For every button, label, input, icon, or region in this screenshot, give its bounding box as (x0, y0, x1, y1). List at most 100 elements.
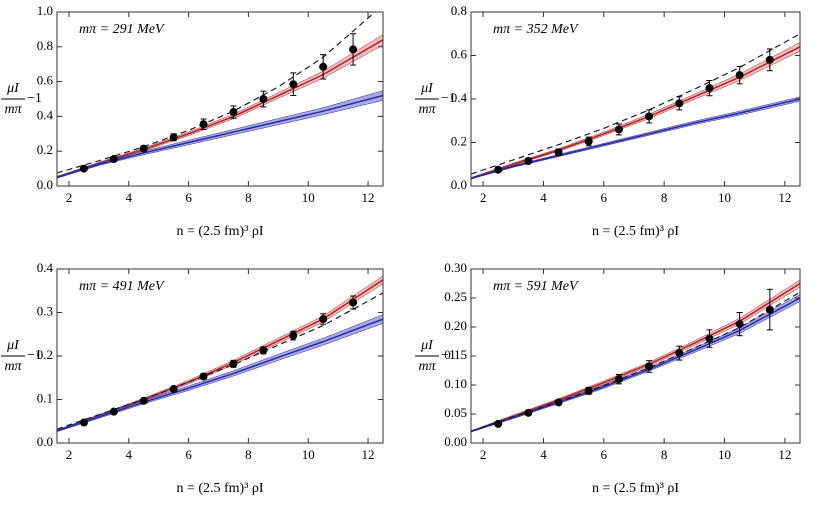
x-tick-label: 2 (66, 447, 73, 462)
x-tick-label: 4 (126, 447, 133, 462)
plot-area (57, 12, 383, 179)
x-tick-label: 4 (126, 190, 133, 205)
x-tick-label: 12 (362, 190, 375, 205)
y-tick-label: 0.4 (37, 260, 54, 275)
x-label: n = (2.5 fm)³ ρI (592, 224, 679, 239)
x-tick-label: 6 (601, 190, 608, 205)
error-band (471, 279, 800, 433)
y-tick-label: 0.10 (444, 376, 467, 391)
y-tick-label: 0.2 (37, 347, 53, 362)
x-tick-label: 6 (185, 447, 192, 462)
x-tick-label: 10 (718, 447, 731, 462)
data-point (229, 108, 238, 117)
x-label: n = (2.5 fm)³ ρI (176, 481, 263, 496)
annotation: mπ = 591 MeV (493, 279, 579, 294)
chart-panel: 2 4 6 8 10 12 0.0 0.2 0.4 0.6 0.8 mπ = 352 MeV μI mπ−… (415, 3, 801, 239)
fit-curve (471, 282, 800, 433)
data-point (554, 148, 563, 157)
x-tick-label: 4 (540, 190, 547, 205)
data-point (109, 155, 118, 164)
data-point (319, 62, 328, 71)
data-point (494, 419, 503, 428)
y-tick-label: 0.00 (444, 434, 467, 449)
x-tick-label: 2 (66, 190, 73, 205)
y-tick-label: 0.2 (451, 133, 467, 148)
x-tick-label: 2 (480, 447, 487, 462)
data-point (199, 372, 208, 381)
fit-curve (57, 318, 383, 432)
y-tick-label: 0.6 (37, 73, 54, 88)
x-tick-label: 10 (302, 447, 315, 462)
y-tick-label: 0.15 (444, 347, 467, 362)
fit-curve (471, 98, 800, 180)
data-point (349, 298, 358, 307)
data-point (735, 320, 744, 329)
dashed-curve (471, 291, 800, 432)
data-point (109, 407, 118, 416)
y-tick-label: 0.8 (37, 38, 53, 53)
y-tick-label: 0.3 (37, 303, 53, 318)
y-label-numerator: μI (420, 338, 434, 353)
fit-curve (471, 297, 800, 433)
y-tick-label: 0.30 (444, 260, 467, 275)
data-point (79, 164, 88, 173)
chart-panel: 2 4 6 8 10 12 0.0 0.1 0.2 0.3 0.4 mπ = 491 MeV μI mπ−… (1, 260, 384, 496)
data-point (349, 45, 358, 54)
y-tick-label: 0.8 (451, 3, 467, 18)
y-label-denominator: mπ (4, 359, 22, 374)
y-tick-label: 1.0 (37, 3, 53, 18)
y-label-denominator: mπ (418, 359, 436, 374)
data-point (139, 396, 148, 405)
x-tick-label: 8 (661, 447, 668, 462)
frame (470, 11, 801, 187)
y-label-suffix: −1 (27, 91, 42, 106)
data-point (614, 125, 623, 134)
data-point (645, 362, 654, 371)
data-point (584, 137, 593, 146)
plot-area (471, 33, 800, 180)
annotation: mπ = 291 MeV (79, 22, 165, 37)
x-tick-label: 6 (601, 447, 608, 462)
error-band (57, 275, 383, 432)
y-tick-label: 0.20 (444, 318, 467, 333)
data-point (199, 120, 208, 129)
data-point (705, 334, 714, 343)
y-label-numerator: μI (420, 81, 434, 96)
data-point (289, 331, 298, 340)
y-label-suffix: −1 (441, 348, 456, 363)
plot-area (57, 275, 383, 432)
error-band (471, 96, 800, 180)
dashed-curve (57, 12, 376, 174)
x-tick-label: 8 (245, 190, 252, 205)
data-point (705, 84, 714, 93)
data-point (259, 346, 268, 355)
data-point (289, 80, 298, 89)
x-tick-label: 8 (661, 190, 668, 205)
y-tick-label: 0.2 (37, 142, 53, 157)
y-tick-label: 0.0 (37, 177, 53, 192)
data-point (259, 95, 268, 103)
frame (56, 11, 384, 187)
frame (470, 268, 801, 444)
data-point (524, 408, 533, 417)
x-tick-label: 12 (778, 190, 791, 205)
data-point (765, 305, 774, 314)
plot-area (471, 279, 800, 433)
x-tick-label: 12 (778, 447, 791, 462)
y-tick-label: 0.05 (444, 405, 467, 420)
data-point (524, 156, 533, 165)
x-tick-label: 10 (718, 190, 731, 205)
y-tick-label: 0.4 (37, 107, 54, 122)
chart-panel: 2 4 6 8 10 12 0.0 0.2 0.4 0.6 0.8 1.0 mπ = 291 MeV μI… (1, 3, 384, 239)
data-point (645, 112, 654, 121)
y-label-numerator: μI (6, 81, 20, 96)
x-tick-label: 2 (480, 190, 487, 205)
data-point (614, 375, 623, 384)
fit-curve (57, 94, 383, 179)
y-tick-label: 0.6 (451, 46, 468, 61)
y-label-denominator: mπ (4, 102, 22, 117)
x-label: n = (2.5 fm)³ ρI (176, 224, 263, 239)
data-point (139, 144, 148, 153)
data-point (169, 385, 178, 394)
